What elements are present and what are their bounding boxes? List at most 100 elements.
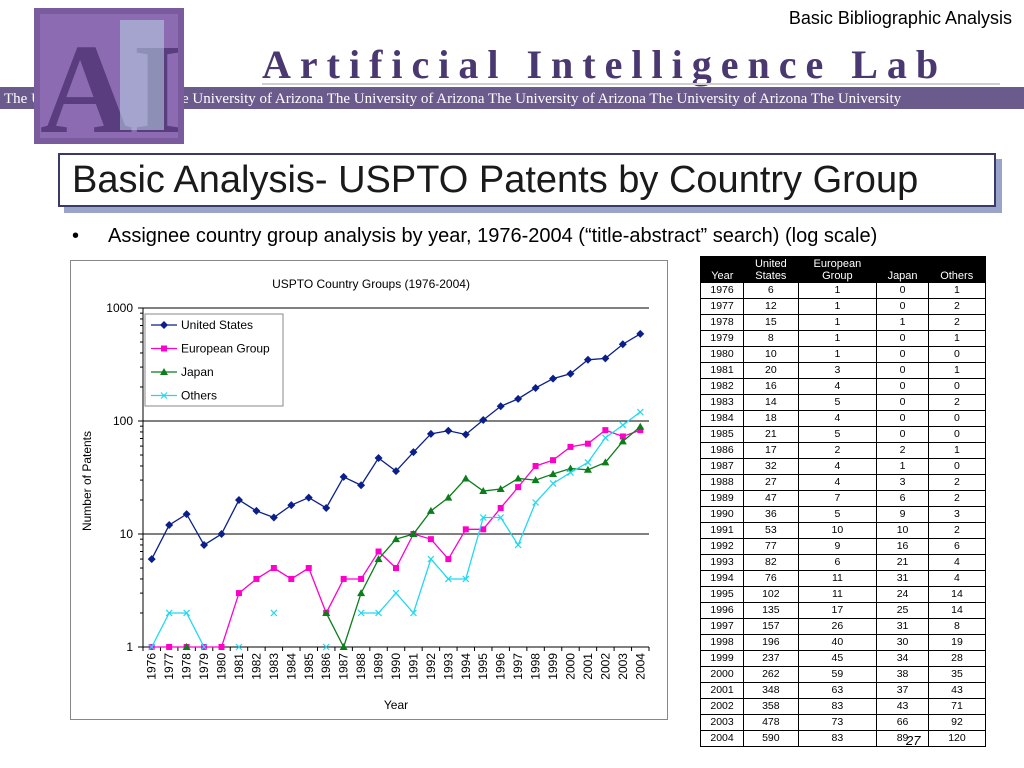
series-united-states <box>147 329 645 564</box>
table-cell: 2 <box>927 490 986 507</box>
table-cell: 1 <box>797 346 877 363</box>
table-cell: 0 <box>876 394 929 411</box>
table-cell: 0 <box>876 283 929 299</box>
table-cell: 0 <box>927 426 986 443</box>
x-tick-label: 1986 <box>319 653 333 680</box>
data-point-european-group <box>567 443 574 450</box>
data-point-others <box>148 643 156 651</box>
table-cell: 77 <box>743 538 799 555</box>
data-point-japan <box>426 506 435 514</box>
data-point-others <box>567 469 574 476</box>
table-cell: 0 <box>876 298 929 315</box>
data-point-japan <box>374 555 383 563</box>
data-point-united-states <box>200 540 209 549</box>
data-point-united-states <box>618 340 627 349</box>
x-tick-label: 1991 <box>406 653 420 680</box>
table-row: 1976 6 1 0 1 <box>700 283 986 299</box>
data-point-japan <box>182 643 191 650</box>
table-cell: 10 <box>797 522 877 539</box>
data-point-european-group <box>584 440 591 447</box>
data-point-european-group <box>253 575 260 582</box>
data-point-others <box>392 589 400 597</box>
table-row: 1978 15 1 1 2 <box>700 314 986 331</box>
table-cell: 71 <box>927 698 986 715</box>
data-table-panel: Year United States European Group Japan Othe… <box>700 256 986 747</box>
data-point-european-group <box>427 536 434 543</box>
data-point-japan <box>496 485 505 493</box>
table-cell: 348 <box>743 682 799 699</box>
x-tick-label: 1994 <box>459 653 473 680</box>
logo-wordmark: Artificial Intelligence Lab <box>262 42 947 87</box>
line-chart: USPTO Country Groups (1976-2004) Number … <box>80 277 650 712</box>
series-japan <box>182 422 645 650</box>
table-cell: 1994 <box>710 572 734 584</box>
table-cell: 1988 <box>710 476 734 488</box>
table-cell: 2002 <box>710 700 734 712</box>
table-cell: 1986 <box>710 444 734 456</box>
legend-label-united-states: United States <box>181 318 253 332</box>
data-point-japan <box>339 643 348 650</box>
table-cell: 26 <box>797 618 877 635</box>
table-row: 1993 82 6 21 4 <box>700 554 986 571</box>
table-cell: 1985 <box>710 428 734 440</box>
x-tick-label: 1983 <box>267 653 281 680</box>
header-line-2: Group <box>822 270 853 282</box>
table-cell: 34 <box>876 650 929 667</box>
table-cell: 1991 <box>710 524 734 536</box>
table-cell: 0 <box>876 378 929 395</box>
chart-title: USPTO Country Groups (1976-2004) <box>272 277 470 291</box>
data-point-others <box>619 421 627 429</box>
table-cell: 36 <box>743 506 799 523</box>
table-cell: 4 <box>797 410 877 427</box>
data-point-japan <box>514 474 523 482</box>
table-row: 1988 27 4 3 2 <box>700 474 986 491</box>
table-cell: 1995 <box>710 588 734 600</box>
table-header-cell: Year <box>700 256 744 283</box>
table-row: 1984 18 4 0 0 <box>700 410 986 427</box>
table-row: 2001 348 63 37 43 <box>700 682 986 699</box>
table-cell: 8 <box>927 618 986 635</box>
header-line-1 <box>930 258 983 270</box>
table-cell: 10 <box>743 346 799 363</box>
series-line-japan <box>325 426 641 649</box>
table-cell: 0 <box>927 458 986 475</box>
table-header-cell: Others <box>928 256 986 283</box>
table-cell: 2 <box>876 442 929 459</box>
table-cell: 14 <box>743 394 799 411</box>
data-point-european-group <box>358 575 365 582</box>
data-point-others <box>636 408 644 416</box>
table-cell: 37 <box>876 682 929 699</box>
data-point-japan <box>461 474 470 482</box>
data-point-european-group <box>637 427 644 434</box>
data-point-united-states <box>636 329 645 338</box>
table-cell: 12 <box>743 298 799 315</box>
table-cell: 2003 <box>710 716 734 728</box>
y-tick-label: 1000 <box>106 301 133 315</box>
table-cell: 120 <box>927 730 986 747</box>
legend-box <box>144 313 284 407</box>
table-cell: 102 <box>743 586 799 603</box>
data-point-japan <box>479 487 488 495</box>
data-point-others <box>479 514 487 521</box>
table-cell: 7 <box>797 490 877 507</box>
table-row: 1990 36 5 9 3 <box>700 506 986 523</box>
header-line-2: Year <box>711 270 734 282</box>
table-cell: 157 <box>743 618 799 635</box>
data-point-others <box>375 609 382 617</box>
legend-marker-united-states <box>160 321 168 329</box>
data-point-united-states <box>392 467 400 476</box>
data-point-european-group <box>462 526 469 533</box>
table-cell: 17 <box>797 602 877 619</box>
table-row: 1986 17 2 2 1 <box>700 442 986 459</box>
table-cell: 0 <box>927 410 986 427</box>
y-axis-label: Number of Patents <box>80 431 94 531</box>
x-tick-label: 1988 <box>354 653 368 680</box>
data-point-european-group <box>497 504 504 511</box>
table-header-cell: United States <box>743 256 799 283</box>
table-cell: 8 <box>743 330 799 347</box>
table-cell: 4 <box>927 554 986 571</box>
x-tick-label: 1979 <box>197 653 211 680</box>
data-point-united-states <box>287 501 296 510</box>
table-cell: 4 <box>797 458 877 475</box>
data-point-european-group <box>305 565 312 572</box>
